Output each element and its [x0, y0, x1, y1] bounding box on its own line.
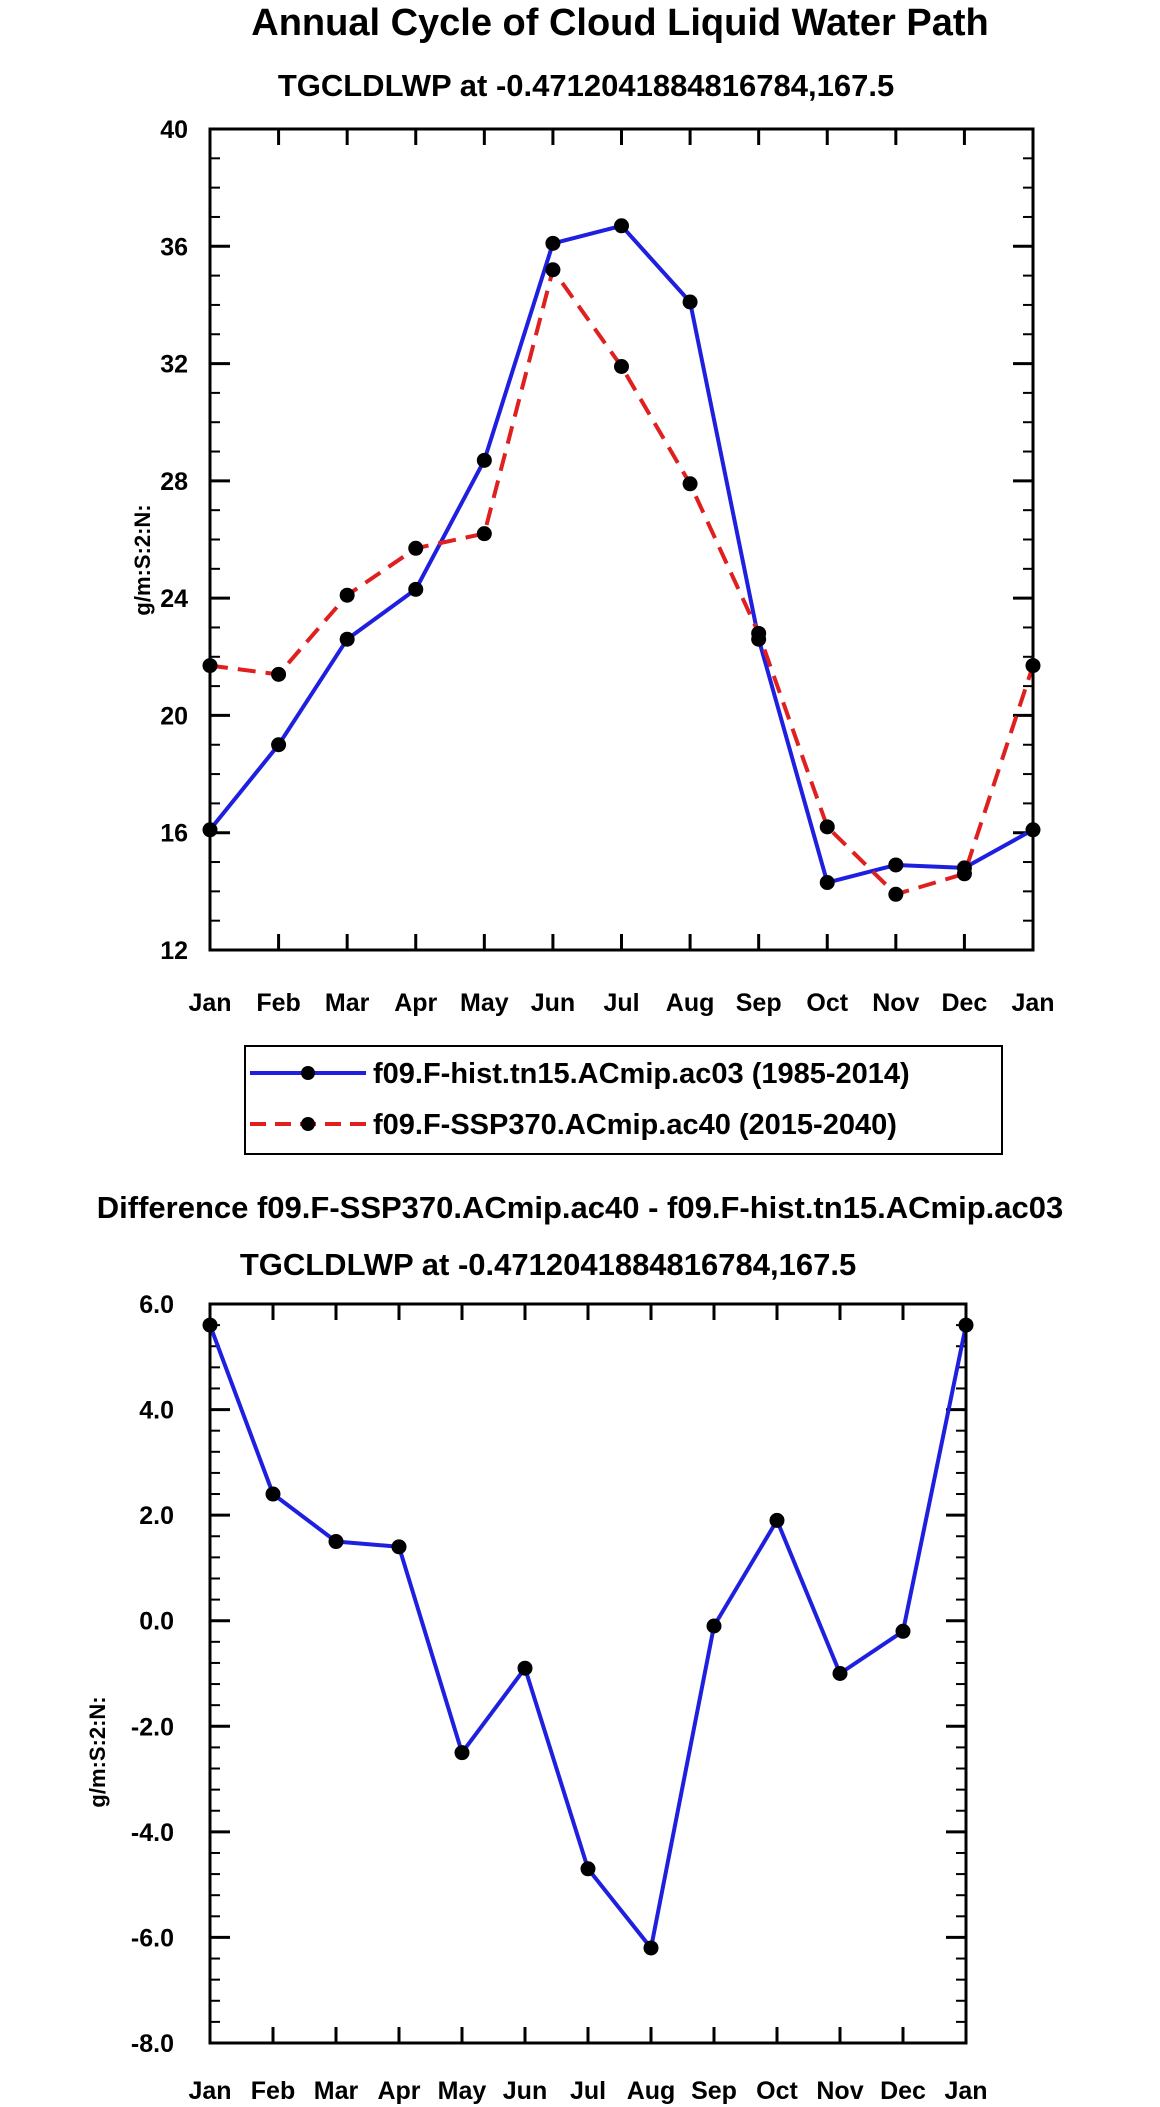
chart1-x-tick-label: Dec: [941, 989, 987, 1017]
chart2-plot-area: [202, 1317, 974, 1956]
chart2-x-tick-label: Jan: [188, 2077, 231, 2105]
chart2-x-tick-label: Mar: [314, 2077, 359, 2105]
chart1-series-1-point: [408, 540, 424, 556]
chart2-y-tick-label: 6.0: [139, 1291, 174, 1319]
chart1-x-tick-label: Jul: [603, 989, 639, 1017]
legend-ssp370-marker: [301, 1117, 315, 1131]
chart1-x-tick-label: Jan: [188, 989, 231, 1017]
chart1-ticks: Jan Feb Mar Apr May Jun Jul Aug Sep Oct Nov Dec Jan1…: [160, 116, 1054, 1017]
chart1-x-tick-label: Oct: [806, 989, 848, 1017]
chart2-series-0-point: [580, 1861, 596, 1877]
chart2-x-tick-label: Aug: [627, 2077, 676, 2105]
legend-box: [244, 1045, 1003, 1155]
chart2-x-tick-label: Feb: [251, 2077, 295, 2105]
chart1-series-0-point: [408, 581, 424, 597]
chart1-series-0-point: [888, 857, 904, 873]
chart2-x-tick-label: Nov: [816, 2077, 863, 2105]
chart1-title: Annual Cycle of Cloud Liquid Water Path: [251, 2, 989, 44]
chart1-y-tick-label: 36: [160, 233, 188, 261]
chart2-series-0-line: [208, 1324, 968, 1950]
chart1-series-1-point: [682, 476, 698, 492]
chart1-y-axis-label: g/m:S:2:N:: [130, 504, 155, 615]
annual-cycle-chart: Annual Cycle of Cloud Liquid Water Path …: [130, 2, 1055, 1155]
chart1-x-tick-label: Jun: [531, 989, 575, 1017]
chart1-series-1-point: [819, 819, 835, 835]
chart1-series-0-point: [614, 218, 629, 234]
chart1-x-tick-label: Feb: [256, 989, 300, 1017]
chart1-x-tick-label: Nov: [872, 989, 919, 1017]
chart1-y-tick-label: 32: [160, 351, 188, 379]
chart2-y-tick-label: 4.0: [139, 1397, 174, 1425]
chart1-series-0-point: [271, 737, 287, 753]
chart1-series-0-point: [339, 631, 355, 647]
chart1-series-0-point: [819, 875, 835, 891]
chart1-frame: [208, 127, 1035, 952]
chart2-series-0-point: [706, 1618, 722, 1634]
chart1-y-tick-label: 12: [160, 937, 188, 965]
chart2-series-0-point: [454, 1745, 470, 1761]
chart2-series-0-point: [769, 1512, 785, 1528]
chart2-y-tick-label: -6.0: [131, 1924, 174, 1952]
chart2-series-0-point: [832, 1666, 848, 1681]
legend-hist-label: f09.F-hist.tn15.ACmip.ac03 (1985-2014): [373, 1058, 910, 1090]
chart1-y-tick-label: 40: [160, 116, 188, 144]
chart2-y-tick-label: 0.0: [139, 1608, 174, 1636]
chart2-frame: [208, 1302, 968, 2045]
chart2-y-tick-label: 2.0: [139, 1502, 174, 1530]
chart1-series-0-line: [208, 223, 1034, 885]
chart1-series-0-point: [545, 235, 561, 251]
chart2-series-0-point: [517, 1660, 533, 1676]
chart1-y-tick-label: 24: [160, 585, 188, 613]
chart1-plot-area: [202, 218, 1041, 902]
chart2-x-tick-label: Jun: [503, 2077, 547, 2105]
chart2-y-tick-label: -4.0: [131, 1819, 174, 1847]
chart2-x-tick-label: Jul: [570, 2077, 606, 2105]
chart1-subtitle: TGCLDLWP at -0.4712041884816784,167.5: [278, 68, 894, 103]
chart2-series-0-point: [391, 1539, 407, 1555]
chart2-series-0-point: [265, 1486, 281, 1502]
chart1-series-1-point: [614, 359, 629, 375]
chart2-y-axis-label: g/m:S:2:N:: [85, 1696, 110, 1807]
chart1-x-tick-label: Apr: [394, 989, 437, 1017]
chart2-x-tick-label: Apr: [377, 2077, 420, 2105]
chart2-title: Difference f09.F-SSP370.ACmip.ac40 - f09…: [97, 1190, 1064, 1225]
chart2-y-tick-label: -2.0: [131, 1713, 174, 1741]
chart1-series-1-point: [956, 866, 972, 882]
legend-ssp370-label: f09.F-SSP370.ACmip.ac40 (2015-2040): [373, 1109, 897, 1141]
chart2-series-0-point: [328, 1534, 344, 1550]
legend-hist-marker: [301, 1066, 315, 1080]
difference-chart: Difference f09.F-SSP370.ACmip.ac40 - f09…: [85, 1190, 1063, 2105]
chart1-series-1-point: [476, 526, 492, 542]
chart2-y-tick-label: -8.0: [131, 2030, 174, 2058]
chart1-y-tick-label: 20: [160, 702, 188, 730]
chart1-series-0-point: [682, 294, 698, 310]
chart2-subtitle: TGCLDLWP at -0.4712041884816784,167.5: [240, 1247, 856, 1282]
chart2-x-tick-label: Sep: [691, 2077, 737, 2105]
chart1-series-1-point: [271, 666, 287, 682]
chart2-ticks: Jan Feb Mar Apr May Jun Jul Aug Sep Oct Nov Dec Jan-…: [131, 1291, 988, 2105]
chart1-series-1-point: [339, 587, 355, 603]
chart1-x-tick-label: Jan: [1011, 989, 1054, 1017]
chart2-x-tick-label: Dec: [880, 2077, 926, 2105]
chart1-x-tick-label: Aug: [666, 989, 715, 1017]
chart1-y-tick-label: 28: [160, 468, 188, 496]
chart1-series-1-point: [888, 886, 904, 902]
chart2-x-tick-label: Oct: [756, 2077, 798, 2105]
chart1-y-tick-label: 16: [160, 820, 188, 848]
chart1-legend: f09.F-hist.tn15.ACmip.ac03 (1985-2014) f…: [244, 1045, 1003, 1155]
chart1-series-1-point: [545, 262, 561, 278]
chart1-series-0-point: [476, 452, 492, 468]
chart1-series-1-point: [751, 625, 767, 641]
chart2-x-tick-label: May: [438, 2077, 487, 2105]
chart2-series-0-point: [895, 1623, 911, 1639]
chart1-x-tick-label: Sep: [736, 989, 782, 1017]
chart2-x-tick-label: Jan: [944, 2077, 987, 2105]
chart1-x-tick-label: Mar: [325, 989, 370, 1017]
chart2-series-0-point: [643, 1940, 659, 1956]
chart1-x-tick-label: May: [460, 989, 509, 1017]
